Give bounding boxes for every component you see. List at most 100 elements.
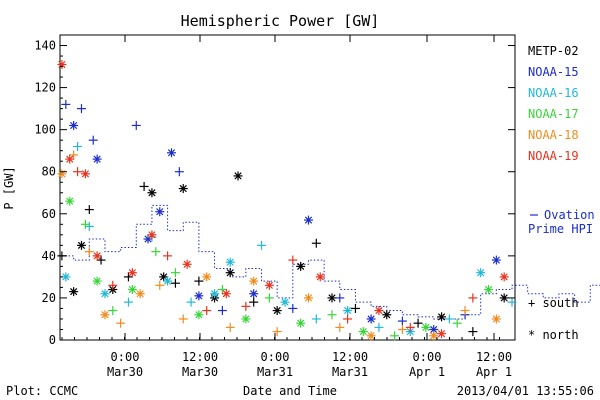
data-point — [272, 327, 282, 337]
data-point — [413, 318, 423, 328]
series-noaa-16 — [61, 141, 517, 337]
x-tick-label-date: Apr 1 — [476, 365, 512, 379]
data-point — [358, 327, 368, 337]
plot-area — [57, 34, 600, 341]
data-point — [202, 272, 212, 282]
data-point — [73, 141, 83, 151]
data-point — [241, 301, 251, 311]
data-point — [311, 238, 321, 248]
y-tick-label: 140 — [34, 39, 56, 53]
data-point — [382, 310, 392, 320]
data-point — [139, 181, 149, 191]
data-point — [182, 259, 192, 269]
legend-entry-noaa-17: NOAA-17 — [528, 107, 579, 121]
y-tick-label: 80 — [42, 165, 56, 179]
data-point — [225, 268, 235, 278]
chart-title: Hemispheric Power [GW] — [181, 12, 380, 30]
legend-entry-noaa-19: NOAA-19 — [528, 149, 579, 163]
data-point — [163, 251, 173, 261]
data-point — [233, 171, 243, 181]
data-point — [296, 261, 306, 271]
data-point — [127, 285, 137, 295]
data-point — [257, 240, 267, 250]
y-axis: 0 20 40 60 80 100 120 140 — [34, 39, 515, 347]
data-point — [303, 215, 313, 225]
x-tick-label-time: 12:00 — [476, 350, 512, 364]
data-point — [73, 167, 83, 177]
data-point — [249, 276, 259, 286]
data-point — [491, 255, 501, 265]
legend-entry-metp-02: METP-02 — [528, 44, 579, 58]
y-tick-label: 20 — [42, 291, 56, 305]
data-point — [147, 188, 157, 198]
data-point — [100, 289, 110, 299]
data-point — [108, 306, 118, 316]
data-point — [210, 289, 220, 299]
data-point — [88, 135, 98, 145]
data-point — [131, 120, 141, 130]
data-point — [69, 150, 79, 160]
x-tick-label-time: 12:00 — [332, 350, 368, 364]
data-point — [127, 268, 137, 278]
data-point — [186, 297, 196, 307]
data-point — [366, 314, 376, 324]
data-point — [147, 230, 157, 240]
data-point — [84, 221, 94, 231]
data-point — [468, 293, 478, 303]
data-point — [421, 322, 431, 332]
y-tick-label: 120 — [34, 81, 56, 95]
data-point — [280, 297, 290, 307]
data-point — [135, 289, 145, 299]
series-noaa-17 — [65, 196, 494, 341]
data-point — [123, 272, 133, 282]
data-point — [437, 329, 447, 339]
data-point — [374, 322, 384, 332]
data-point — [92, 251, 102, 261]
data-point — [65, 196, 75, 206]
data-point — [69, 120, 79, 130]
data-point — [80, 169, 90, 179]
data-point — [327, 310, 337, 320]
data-point — [178, 314, 188, 324]
data-point — [335, 293, 345, 303]
x-tick-label-time: 12:00 — [182, 350, 218, 364]
data-point — [452, 318, 462, 328]
marker-legend-south: + south — [528, 296, 579, 310]
data-point — [92, 276, 102, 286]
data-point — [437, 312, 447, 322]
data-point — [170, 268, 180, 278]
data-point — [343, 306, 353, 316]
data-point — [155, 207, 165, 217]
data-point — [405, 322, 415, 332]
series-noaa-15 — [61, 99, 501, 334]
data-point — [315, 272, 325, 282]
legend: METP-02 NOAA-15 NOAA-16 NOAA-17 NOAA-18 NOAA-… — [528, 44, 595, 342]
data-point — [217, 306, 227, 316]
data-point — [264, 280, 274, 290]
data-point — [84, 205, 94, 215]
data-point — [484, 285, 494, 295]
legend-entry-noaa-18: NOAA-18 — [528, 128, 579, 142]
data-point — [296, 318, 306, 328]
data-point — [76, 104, 86, 114]
x-tick-label-time: 0:00 — [413, 350, 442, 364]
data-point — [61, 99, 71, 109]
data-point — [194, 291, 204, 301]
data-point — [499, 272, 509, 282]
legend-entry-noaa-16: NOAA-16 — [528, 86, 579, 100]
data-point — [390, 331, 400, 341]
x-tick-label-time: 0:00 — [111, 350, 140, 364]
y-tick-label: 60 — [42, 207, 56, 221]
data-point — [167, 148, 176, 158]
data-point — [217, 285, 227, 295]
data-point — [178, 184, 188, 194]
data-point — [264, 293, 274, 303]
data-point — [116, 318, 126, 328]
x-axis: 0:00Mar3012:00Mar300:00Mar3112:00Mar310:… — [61, 35, 512, 379]
plot-frame — [59, 34, 516, 341]
x-tick-label-date: Mar31 — [257, 365, 293, 379]
data-point — [84, 247, 94, 257]
data-point — [170, 278, 180, 288]
data-point — [468, 327, 478, 337]
